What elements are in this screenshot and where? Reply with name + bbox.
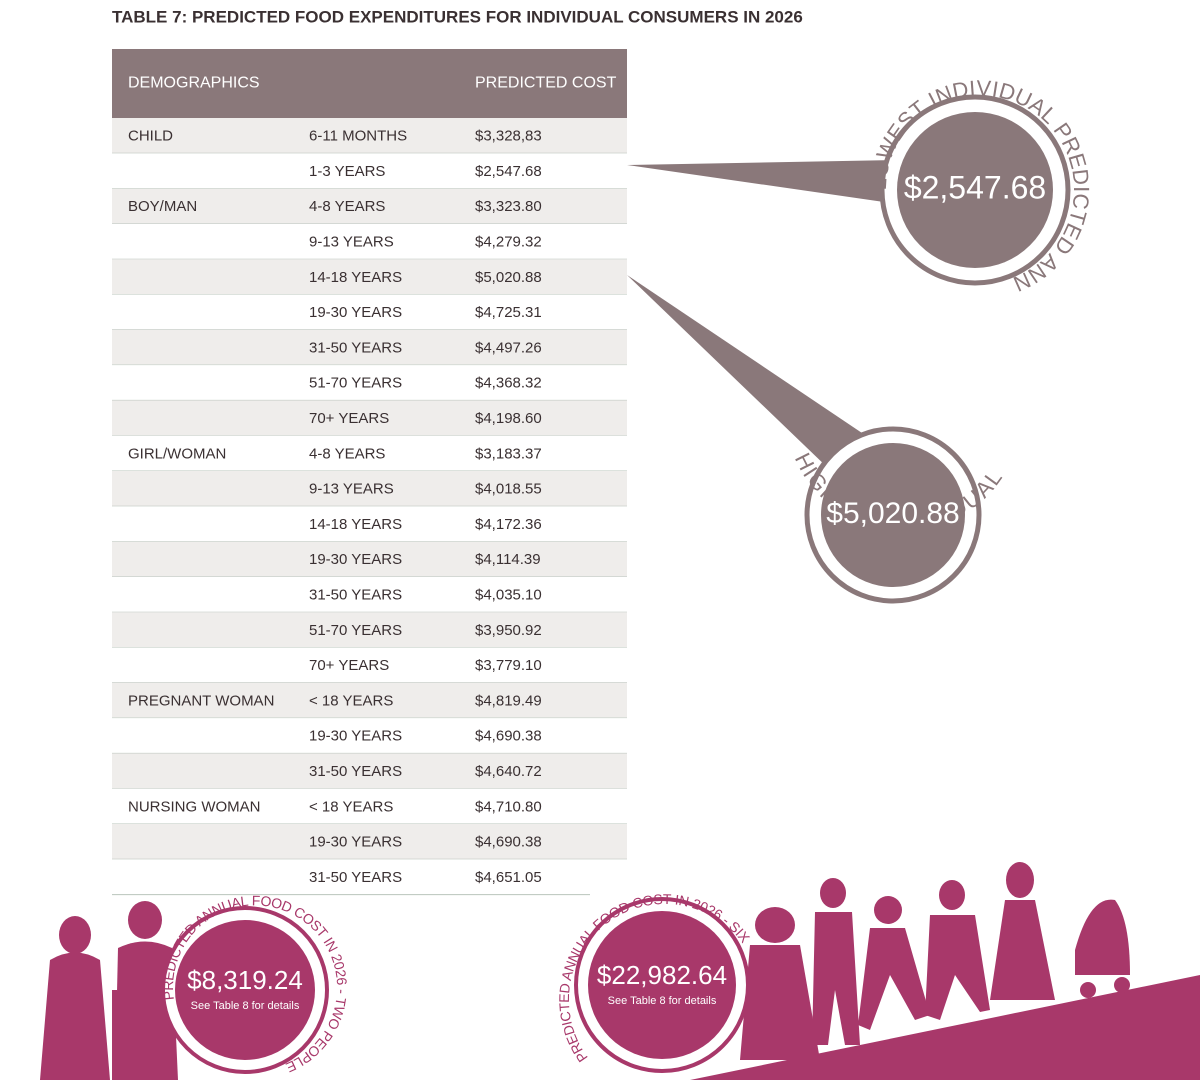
household-circle [175, 920, 315, 1060]
household-value: $8,319.24 [187, 965, 303, 995]
table-cell: 51-70 YEARS [309, 375, 402, 392]
table-row [112, 576, 627, 613]
table-cell: GIRL/WOMAN [128, 445, 226, 462]
table-cell: 19-30 YEARS [309, 728, 402, 745]
table-cell: $4,819.49 [475, 692, 542, 709]
table-cell: $3,950.92 [475, 622, 542, 639]
table-header [112, 49, 627, 118]
header-cell: PREDICTED COST [475, 75, 617, 92]
table-row [112, 612, 627, 648]
table-cell: $3,328,83 [475, 128, 542, 145]
table-row [112, 682, 627, 719]
table-row [112, 329, 627, 366]
table-cell: 19-30 YEARS [309, 834, 402, 851]
table-cell: $5,020.88 [475, 269, 542, 286]
table-row [112, 859, 627, 895]
table-row [112, 223, 627, 260]
table-cell: 1-3 YEARS [309, 163, 385, 180]
header-cell: DEMOGRAPHICS [128, 75, 260, 92]
table-row [112, 294, 627, 330]
table-cell: $4,710.80 [475, 798, 542, 815]
table-cell: $4,497.26 [475, 339, 542, 356]
table-cell: $4,690.38 [475, 834, 542, 851]
silhouettes [40, 862, 1130, 1080]
table-row [112, 188, 627, 224]
table-row [112, 788, 627, 824]
table-cell: 31-50 YEARS [309, 763, 402, 780]
table-cell: 19-30 YEARS [309, 551, 402, 568]
table-row [112, 400, 627, 436]
table-row [112, 541, 627, 577]
callout-value: $5,020.88 [826, 497, 959, 530]
table-cell: 9-13 YEARS [309, 234, 394, 251]
table-cell: $3,323.80 [475, 198, 542, 215]
table-cell: BOY/MAN [128, 198, 197, 215]
household-value: $22,982.64 [597, 960, 727, 990]
table-cell: $4,279.32 [475, 234, 542, 251]
household-circle [588, 911, 736, 1059]
table-cell: $4,725.31 [475, 304, 542, 321]
table-cell: $3,779.10 [475, 657, 542, 674]
callout-wedge [627, 160, 905, 205]
table-row [112, 153, 627, 189]
table-cell: PREGNANT WOMAN [128, 692, 274, 709]
table-cell: CHILD [128, 128, 173, 145]
household-note: See Table 8 for details [191, 1000, 300, 1012]
table-cell: $3,183.37 [475, 445, 542, 462]
table-cell: 14-18 YEARS [309, 516, 402, 533]
table-row [112, 435, 627, 471]
table-cell: $4,114.39 [475, 551, 541, 568]
household-note: See Table 8 for details [608, 995, 717, 1007]
callout-circle [821, 443, 965, 587]
table-row [112, 506, 627, 542]
table-cell: 31-50 YEARS [309, 869, 402, 886]
table-cell: $4,690.38 [475, 728, 542, 745]
table-cell: < 18 YEARS [309, 798, 393, 815]
table-cell: $2,547.68 [475, 163, 542, 180]
table-cell: $4,172.36 [475, 516, 542, 533]
table-row [112, 824, 627, 860]
table-cell: 4-8 YEARS [309, 198, 385, 215]
table-cell: $4,368.32 [475, 375, 542, 392]
table-cell: < 18 YEARS [309, 692, 393, 709]
table-cell: $4,198.60 [475, 410, 542, 427]
table-cell: NURSING WOMAN [128, 798, 261, 815]
table-row [112, 753, 627, 789]
table-row [112, 259, 627, 295]
table-row [112, 365, 627, 401]
table-cell: $4,018.55 [475, 481, 542, 498]
table-cell: 6-11 MONTHS [309, 128, 407, 145]
table-row [112, 718, 627, 754]
table: DEMOGRAPHICS PREDICTED COST CHILD 6-11 MONT… [112, 49, 627, 896]
table-row [112, 647, 627, 683]
table-cell: 70+ YEARS [309, 410, 389, 427]
callout-circle [897, 112, 1053, 268]
table-cell: 14-18 YEARS [309, 269, 402, 286]
table-cell: $4,035.10 [475, 587, 542, 604]
table-cell: $4,640.72 [475, 763, 542, 780]
table-title: TABLE 7: PREDICTED FOOD EXPENDITURES FOR… [112, 7, 803, 26]
table-row [112, 118, 627, 154]
table-cell: 9-13 YEARS [309, 481, 394, 498]
table-row [112, 471, 627, 507]
table-cell: 4-8 YEARS [309, 445, 385, 462]
table-cell: 31-50 YEARS [309, 587, 402, 604]
callout-value: $2,547.68 [904, 169, 1046, 205]
table-cell: 70+ YEARS [309, 657, 389, 674]
table-cell: 19-30 YEARS [309, 304, 402, 321]
table-cell: $4,651.05 [475, 869, 542, 886]
table-cell: 31-50 YEARS [309, 339, 402, 356]
callout-wedge [627, 275, 865, 470]
table-cell: 51-70 YEARS [309, 622, 402, 639]
